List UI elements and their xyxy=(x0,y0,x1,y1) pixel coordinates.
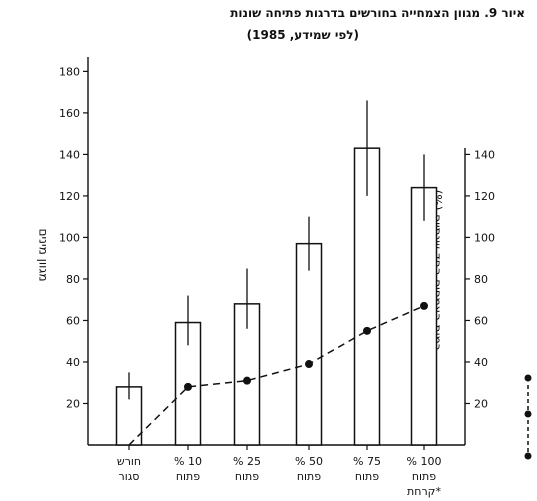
left-tick-label: 160 xyxy=(59,107,80,120)
figure-subtitle: (לפי שמידע, 1985) xyxy=(246,28,359,42)
x-tick-label: פתוח xyxy=(176,470,200,483)
left-tick-label: 20 xyxy=(66,397,80,410)
annual-plants-point xyxy=(305,360,313,369)
annual-plants-point xyxy=(243,376,251,385)
annual-plants-line xyxy=(128,305,425,446)
bar xyxy=(233,303,261,446)
x-tick-label: 10 % xyxy=(174,455,202,468)
right-tick-label: 120 xyxy=(474,190,495,203)
bar xyxy=(295,242,323,446)
annual-plants-point xyxy=(184,382,192,391)
annual-plants-point xyxy=(363,326,371,335)
right-tick-label: 20 xyxy=(474,397,488,410)
figure-title-text: מגוון הצמחייה בחורשים בדרגות פתיחה שונות xyxy=(230,6,481,20)
annual-plants-point xyxy=(420,301,428,310)
x-tick-label: 75 % xyxy=(353,455,381,468)
left-tick-label: 40 xyxy=(66,356,80,369)
x-tick-label: 50 % xyxy=(295,455,323,468)
x-tick-label: פתוח xyxy=(235,470,259,483)
x-tick-label: פתוח xyxy=(412,470,436,483)
footnote-label: *קרחת xyxy=(407,485,441,498)
left-tick-label: 120 xyxy=(59,190,80,203)
legend-line-dot-icon xyxy=(524,374,532,460)
right-tick-label: 100 xyxy=(474,231,495,244)
right-tick-label: 60 xyxy=(474,314,488,327)
left-tick-label: 100 xyxy=(59,231,80,244)
left-tick-label: 140 xyxy=(59,148,80,161)
figure-number: איור 9. xyxy=(484,6,525,20)
x-tick-label: 100 % xyxy=(407,455,442,468)
figure-title: איור 9. מגוון הצמחייה בחורשים בדרגות פתי… xyxy=(230,6,525,20)
right-tick-label: 80 xyxy=(474,273,488,286)
x-tick-label: פתוח xyxy=(355,470,379,483)
x-tick-label: 25 % xyxy=(233,455,261,468)
x-tick-label: פתוח xyxy=(297,470,321,483)
x-tick-label: חורש xyxy=(117,455,141,468)
bar xyxy=(410,186,438,446)
left-tick-label: 80 xyxy=(66,273,80,286)
left-tick-label: 180 xyxy=(59,65,80,78)
bar xyxy=(353,147,381,446)
left-tick-label: 60 xyxy=(66,314,80,327)
right-tick-label: 40 xyxy=(474,356,488,369)
right-tick-label: 140 xyxy=(474,148,495,161)
x-tick-label: סגור xyxy=(119,470,140,483)
